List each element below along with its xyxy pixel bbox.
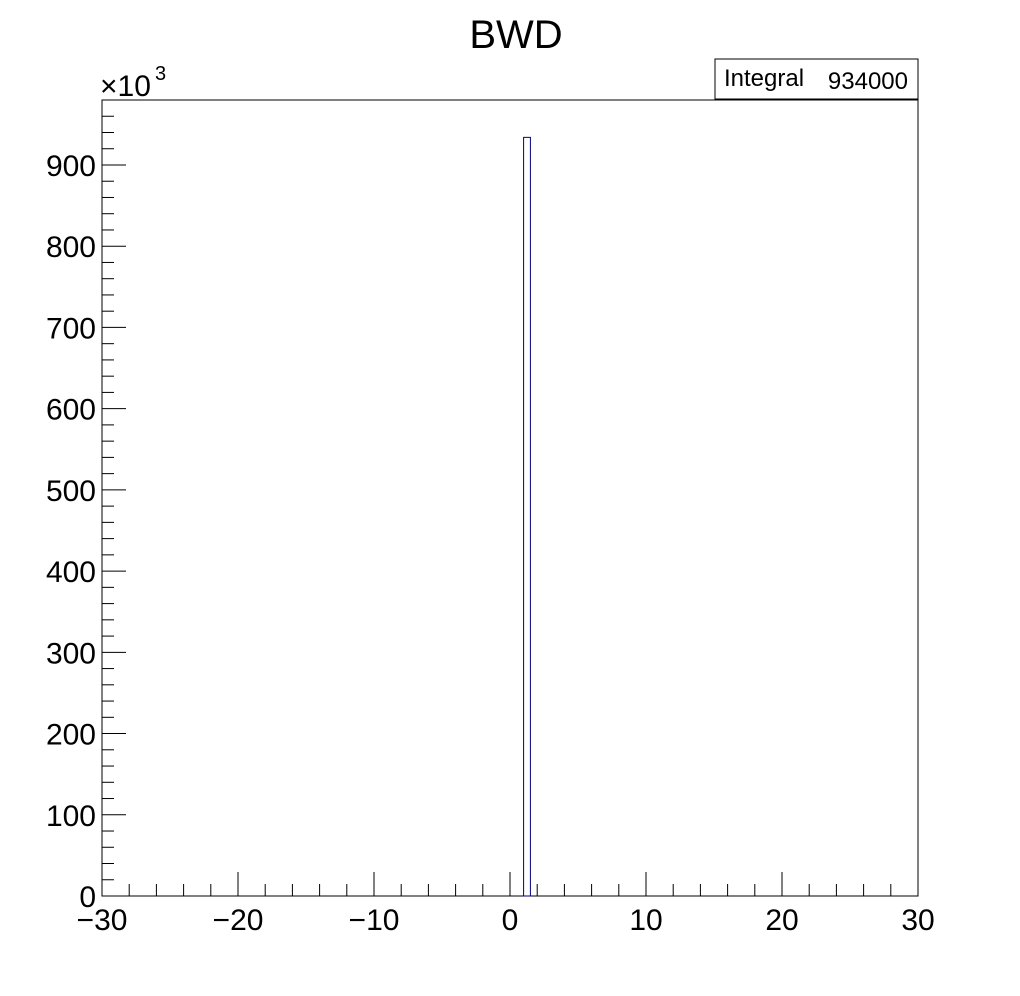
y-tick-label: 800	[46, 231, 96, 264]
y-tick-label: 0	[79, 881, 96, 914]
x-tick-label: 0	[502, 904, 519, 937]
histogram-bar	[523, 136, 531, 897]
chart-title: BWD	[469, 13, 562, 57]
plot-frame-rect	[101, 99, 919, 897]
x-axis-ticks: −30 −20 −10 0 10 20 30	[77, 872, 935, 937]
stats-label: Integral	[724, 65, 804, 92]
y-tick-label: 600	[46, 394, 96, 427]
stats-box: Integral 934000	[714, 58, 919, 100]
y-tick-label: 700	[46, 312, 96, 345]
plot-frame	[101, 99, 919, 897]
x-tick-label: −20	[213, 904, 264, 937]
y-tick-label: 900	[46, 150, 96, 183]
y-multiplier-exponent: 3	[155, 63, 166, 85]
y-tick-label: 200	[46, 719, 96, 752]
y-tick-label: 300	[46, 637, 96, 670]
x-tick-label: 30	[901, 904, 934, 937]
y-axis-multiplier: ×10 3	[100, 63, 166, 103]
y-axis-ticks: 0 100 200 300 400 500 600 700 800 900	[46, 99, 126, 914]
y-tick-label: 500	[46, 475, 96, 508]
x-tick-label: −30	[77, 904, 128, 937]
x-tick-label: −10	[349, 904, 400, 937]
x-tick-label: 20	[765, 904, 798, 937]
stats-box-frame	[714, 58, 919, 100]
y-tick-label: 400	[46, 556, 96, 589]
bars-layer	[523, 136, 531, 897]
y-tick-label: 100	[46, 800, 96, 833]
stats-value: 934000	[828, 68, 908, 95]
y-multiplier-base: ×10	[100, 70, 151, 103]
x-tick-label: 10	[629, 904, 662, 937]
